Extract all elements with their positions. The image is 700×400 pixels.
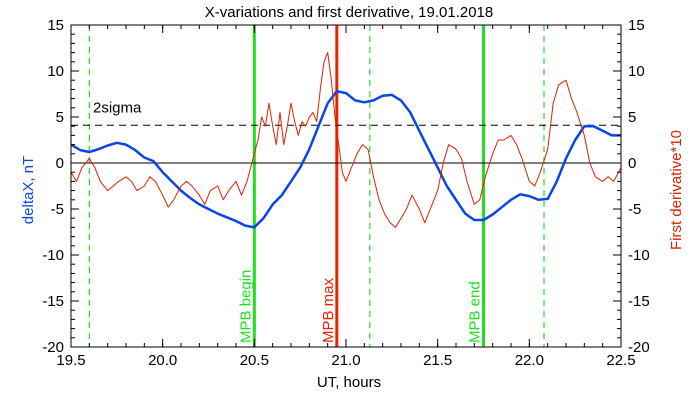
y-tick-label-left: 5	[56, 109, 64, 126]
x-tick-label: 21.0	[331, 352, 360, 369]
x-tick-label: 19.5	[56, 352, 85, 369]
y-tick-label-right: -10	[628, 247, 650, 264]
y-tick-label-left: -15	[42, 293, 64, 310]
y-tick-label-right: -5	[628, 201, 641, 218]
y-tick-label-left: 0	[56, 155, 64, 172]
x-tick-label: 20.0	[148, 352, 177, 369]
y-tick-label-left: -20	[42, 339, 64, 356]
vline-label: MPB end	[467, 281, 484, 343]
y-tick-label-right: -20	[628, 339, 650, 356]
axes: 19.5 20.0 20.5 21.0 21.5 22.0 22.5 15 15 10 10 5 5 0 0…	[42, 17, 649, 369]
y-tick-label-left: -10	[42, 247, 64, 264]
vline-label: MPB max	[320, 277, 337, 343]
y-tick-label-right: 5	[628, 109, 636, 126]
plot-area	[71, 25, 621, 347]
series-line-deltaX	[70, 89, 621, 229]
x-tick-label: 20.5	[240, 352, 269, 369]
reference-lines: 2sigma	[71, 99, 621, 164]
y-tick-label-right: 0	[628, 155, 636, 172]
series-line-derivative	[70, 52, 622, 228]
sigma-label: 2sigma	[93, 99, 142, 116]
chart-title: X-variations and first derivative, 19.01…	[205, 4, 494, 21]
plot-background	[71, 25, 621, 347]
y-axis-label-left: deltaX, nT	[20, 156, 37, 224]
y-tick-label-left: -5	[51, 201, 64, 218]
series-lines	[70, 52, 622, 229]
y-tick-label-left: 10	[47, 63, 64, 80]
vertical-markers: MPB begin MPB max MPB end	[88, 25, 545, 347]
x-tick-label: 21.5	[423, 352, 452, 369]
y-axis-label-right: First derivative*10	[668, 130, 685, 250]
y-tick-label-right: 10	[628, 63, 645, 80]
x-tick-label: 22.5	[606, 352, 635, 369]
vline-label: MPB begin	[237, 270, 254, 343]
y-tick-label-left: 15	[47, 17, 64, 34]
x-axis-label: UT, hours	[317, 374, 381, 391]
x-tick-label: 22.0	[515, 352, 544, 369]
y-tick-label-right: -15	[628, 293, 650, 310]
y-tick-label-right: 15	[628, 17, 645, 34]
labels: X-variations and first derivative, 19.01…	[20, 4, 685, 391]
